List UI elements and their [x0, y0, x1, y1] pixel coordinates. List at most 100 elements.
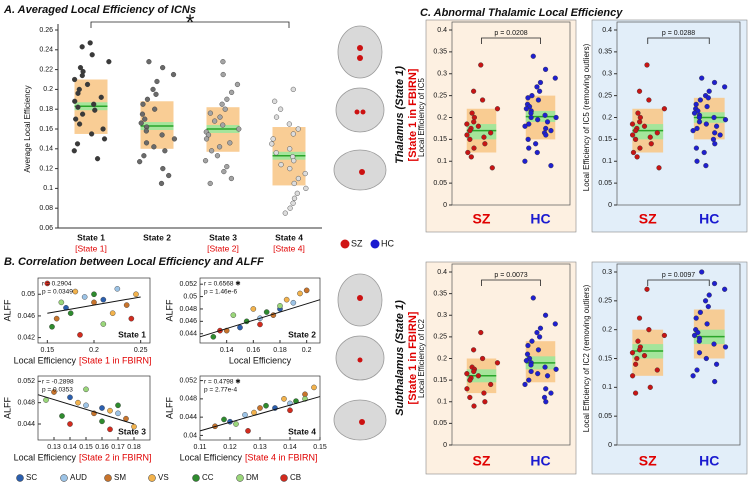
- data-point: [233, 421, 239, 427]
- data-point: [465, 149, 471, 156]
- stat-label: r = 0.6568 ✱: [204, 280, 241, 288]
- panel-background: [425, 261, 577, 475]
- x-axis-label: Local Efficiency: [14, 355, 77, 365]
- data-point: [133, 291, 139, 298]
- x-tick-label: 0.15: [79, 444, 93, 451]
- significance-bracket: [90, 21, 290, 28]
- x-axis-label: Local Efficiency: [180, 452, 243, 462]
- data-point: [143, 128, 149, 134]
- y-axis-label: Local Efficiency of IC5: [417, 77, 426, 157]
- data-point: [221, 416, 227, 423]
- y-tick-label: 0.4: [437, 27, 447, 34]
- data-point: [227, 140, 233, 146]
- data-point: [712, 378, 718, 385]
- data-point: [711, 79, 718, 86]
- data-point: [467, 394, 473, 401]
- data-point: [58, 299, 65, 306]
- data-point: [158, 180, 165, 187]
- y-axis-label: ALFF: [2, 397, 12, 420]
- data-point: [637, 145, 643, 151]
- data-point: [220, 59, 226, 65]
- data-point: [632, 136, 639, 142]
- legend-label: SZ: [351, 238, 363, 248]
- data-point: [303, 287, 310, 294]
- y-tick-label: 0.35: [598, 49, 612, 56]
- data-point: [170, 71, 177, 78]
- y-tick-label: 0.048: [179, 396, 197, 403]
- data-point: [71, 148, 77, 154]
- data-point: [525, 342, 531, 349]
- y-tick-label: 0.044: [179, 414, 197, 421]
- y-tick-label: 0: [443, 202, 447, 209]
- x-axis-label: Local Efficiency: [14, 452, 77, 462]
- stat-label: r = -0.2898: [42, 379, 74, 386]
- plot-frame: [451, 21, 571, 206]
- data-point: [171, 136, 178, 142]
- data-point: [224, 96, 230, 102]
- data-point: [475, 123, 481, 129]
- y-tick-label: 0.15: [598, 136, 612, 143]
- stat-label: p = 2.77e-4: [204, 387, 237, 394]
- data-point: [263, 309, 270, 315]
- data-point: [290, 131, 296, 137]
- data-point: [647, 384, 653, 390]
- data-point: [234, 81, 241, 88]
- data-point: [202, 158, 209, 164]
- data-point: [654, 367, 660, 373]
- data-point: [151, 144, 157, 150]
- data-point: [697, 97, 703, 103]
- confidence-band: [632, 124, 664, 140]
- data-point: [641, 353, 648, 359]
- data-point: [77, 332, 83, 338]
- y-tick-label: 0.04: [183, 432, 197, 439]
- data-point: [160, 166, 166, 172]
- data-point: [637, 119, 643, 125]
- data-point: [694, 158, 700, 164]
- data-point: [281, 396, 287, 402]
- x-tick-label: HC: [699, 211, 719, 227]
- y-tick-label: 0.05: [183, 293, 197, 300]
- legend-marker: [60, 474, 68, 482]
- stat-label: r = 0.2904: [42, 281, 72, 288]
- y-tick-label: 0.2: [602, 327, 612, 334]
- data-point: [471, 347, 477, 353]
- x-tick-note: [State 4]: [273, 243, 305, 253]
- data-point: [79, 44, 85, 50]
- data-point: [128, 315, 135, 322]
- legend-label: SC: [26, 473, 37, 482]
- data-point: [67, 421, 73, 427]
- data-point: [67, 310, 74, 317]
- data-point: [722, 84, 728, 90]
- data-point: [250, 306, 257, 312]
- data-point: [160, 65, 166, 71]
- confidence-band: [466, 124, 497, 140]
- data-point: [696, 119, 703, 125]
- data-point: [646, 327, 652, 333]
- data-point: [636, 315, 643, 321]
- x-tick-note: [State 1]: [75, 243, 107, 253]
- data-point: [661, 106, 667, 112]
- y-tick-label: 0.052: [179, 377, 197, 384]
- data-point: [552, 75, 558, 81]
- data-point: [644, 62, 650, 68]
- data-point: [711, 114, 717, 121]
- data-point: [478, 62, 484, 68]
- data-point: [208, 148, 215, 154]
- data-point: [717, 132, 723, 138]
- stat-label: p = 1.46e-6: [204, 289, 237, 296]
- data-point: [107, 407, 113, 414]
- y-tick-label: 0.08: [39, 205, 53, 212]
- y-tick-label: 0.35: [433, 49, 447, 56]
- data-point: [464, 371, 470, 377]
- data-point: [290, 86, 296, 93]
- y-tick-label: 0: [608, 442, 612, 449]
- data-point: [287, 407, 293, 414]
- significance-label: p = 0.0073: [494, 272, 527, 279]
- data-point: [634, 154, 640, 160]
- fit-line: [37, 394, 135, 425]
- data-point: [467, 136, 473, 142]
- data-point: [92, 107, 98, 113]
- data-point: [629, 373, 636, 379]
- data-point: [297, 290, 303, 297]
